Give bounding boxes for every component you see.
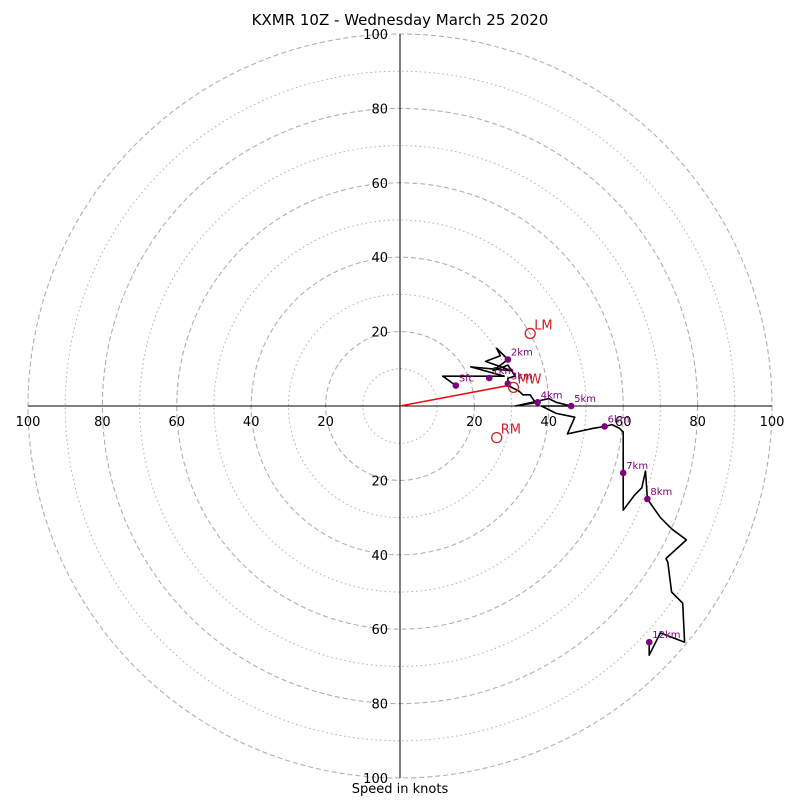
x-tick-label: 60 xyxy=(615,415,632,430)
x-tick-label: 40 xyxy=(541,415,558,430)
storm-motion-point xyxy=(507,381,520,394)
height-marker-label: 3km xyxy=(511,372,533,383)
hodograph-trace xyxy=(441,347,688,657)
height-marker-point xyxy=(567,402,575,410)
y-tick-label: 80 xyxy=(371,102,388,117)
storm-motion-label: RM xyxy=(501,423,521,438)
storm-motion-point xyxy=(524,327,536,340)
x-tick-label: 100 xyxy=(16,415,41,430)
x-tick-label: 80 xyxy=(94,415,111,430)
y-tick-label: 40 xyxy=(371,549,388,564)
y-tick-label: 60 xyxy=(371,177,388,192)
y-tick-label: 100 xyxy=(363,772,388,787)
height-marker-point xyxy=(534,398,541,406)
storm-motion-point xyxy=(491,431,503,444)
x-tick-label: 100 xyxy=(760,415,785,430)
height-marker-point xyxy=(644,495,651,503)
storm-motion-label: LM xyxy=(534,318,552,333)
shear-vector xyxy=(399,384,509,407)
x-tick-label: 40 xyxy=(243,415,260,430)
y-tick-label: 100 xyxy=(363,28,388,43)
height-marker-label: Sfc xyxy=(459,374,474,385)
x-axis-label: Speed in knots xyxy=(351,782,449,797)
x-tick-label: 20 xyxy=(466,415,483,430)
hodograph-line xyxy=(441,347,688,657)
storm-motion-label: MW xyxy=(517,372,541,387)
y-tick-label: 20 xyxy=(371,326,388,341)
height-marker-label: 4km xyxy=(541,390,563,401)
height-marker-point xyxy=(619,469,627,477)
y-tick-label: 20 xyxy=(371,474,388,489)
height-marker-point xyxy=(485,374,493,382)
x-tick-label: 80 xyxy=(689,415,706,430)
height-marker-label: 6km xyxy=(608,414,630,425)
height-marker-point xyxy=(504,356,512,363)
height-marker-label: 8km xyxy=(650,487,672,498)
height-marker-label: 2km xyxy=(511,348,533,359)
chart-title: KXMR 10Z - Wednesday March 25 2020 xyxy=(251,11,549,29)
y-tick-label: 80 xyxy=(371,698,388,713)
x-tick-label: 60 xyxy=(169,415,186,430)
y-tick-label: 60 xyxy=(371,623,388,638)
height-marker-label: 5km xyxy=(574,394,596,405)
x-tick-label: 20 xyxy=(317,415,334,430)
storm-motion-markers: LM MW RM xyxy=(491,318,553,444)
height-markers: Sfc 1km 2km 3km 4km 5km 6km 7km 8km 12km xyxy=(452,348,681,646)
height-marker-label: 12km xyxy=(652,630,680,641)
y-tick-label: 40 xyxy=(371,251,388,266)
height-marker-point xyxy=(452,382,460,389)
height-marker-point xyxy=(601,423,608,430)
height-marker-point xyxy=(645,638,653,646)
tick-labels: 100 80 60 40 20 20 40 60 80 100 100 80 60 40 20 20 40 60 8… xyxy=(16,28,785,787)
shear-vector-line xyxy=(399,384,509,407)
height-marker-label: 1km xyxy=(492,366,514,377)
height-marker-label: 7km xyxy=(626,461,648,472)
